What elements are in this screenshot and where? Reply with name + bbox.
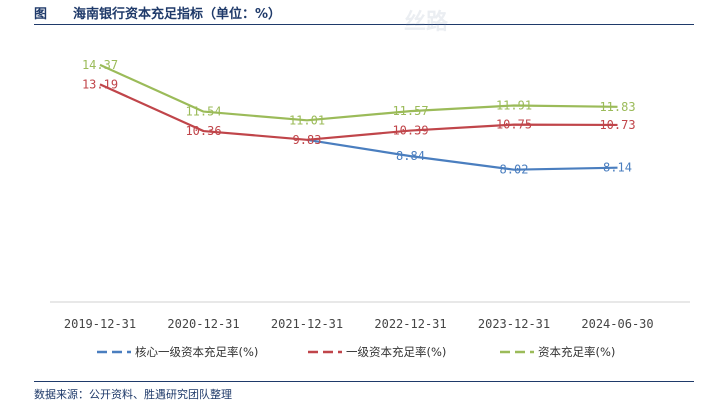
legend-label: 资本充足率(%) (538, 345, 615, 359)
data-label: 11.54 (185, 105, 221, 119)
x-tick-label: 2022-12-31 (374, 317, 446, 331)
data-label: 8.14 (603, 161, 632, 175)
series-line-1 (306, 138, 618, 171)
watermark: 丝路 (404, 10, 449, 35)
data-label: 11.83 (599, 100, 635, 114)
x-tick-label: 2021-12-31 (271, 317, 343, 331)
legend-label: 核心一级资本充足率(%) (135, 345, 258, 359)
data-label: 10.73 (599, 118, 635, 132)
x-tick-label: 2023-12-31 (478, 317, 550, 331)
legend-label: 一级资本充足率(%) (346, 345, 446, 359)
series-line-3 (99, 63, 618, 122)
chart-title: 海南银行资本充足指标（单位：%） (73, 6, 282, 22)
x-tick-label: 2020-12-31 (167, 317, 239, 331)
data-label: 10.39 (392, 124, 428, 138)
data-label: 11.57 (392, 104, 428, 118)
data-label: 14.37 (82, 58, 118, 72)
bottom-rule (34, 381, 694, 382)
data-label: 9.83 (293, 133, 322, 147)
data-label: 8.02 (500, 163, 529, 177)
figure-header: 图 海南银行资本充足指标（单位：%） (34, 0, 281, 24)
data-label: 11.91 (496, 98, 532, 112)
top-rule (34, 24, 694, 25)
data-label: 11.01 (289, 113, 325, 127)
series-line-2 (99, 83, 618, 141)
x-tick-label: 2019-12-31 (64, 317, 136, 331)
data-label: 8.84 (396, 149, 425, 163)
data-label: 10.36 (185, 124, 221, 138)
figure-label: 图 (34, 6, 48, 22)
x-tick-label: 2024-06-30 (581, 317, 653, 331)
data-label: 13.19 (82, 77, 118, 91)
data-label: 10.75 (496, 118, 532, 132)
source-note: 数据来源：公开资料、胜遇研究团队整理 (34, 388, 232, 401)
